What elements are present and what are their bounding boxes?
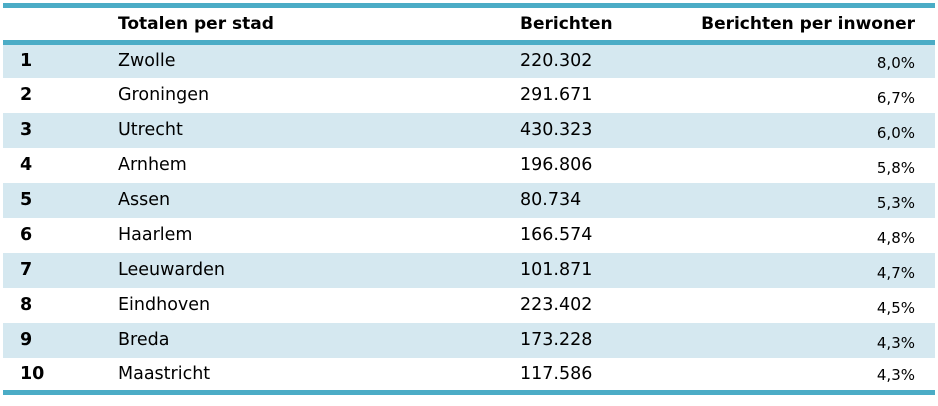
- table-row: 6 Haarlem 166.574 4,8%: [3, 218, 935, 253]
- per-inhabitant-cell: 6,7%: [876, 88, 915, 107]
- per-inhabitant-cell: 4,3%: [876, 366, 915, 384]
- per-inhabitant-cell: 5,8%: [876, 158, 915, 177]
- per-inhabitant-cell: 4,5%: [876, 298, 915, 317]
- table-row: 9 Breda 173.228 4,3%: [3, 322, 935, 358]
- table-row: 2 Groningen 291.671 6,7%: [3, 78, 935, 113]
- rank-cell: 7: [20, 260, 33, 280]
- per-inhabitant-cell: 5,3%: [876, 193, 915, 212]
- city-cell: Groningen: [118, 85, 210, 105]
- header-rank: [3, 6, 101, 43]
- city-cell: Utrecht: [118, 120, 183, 140]
- table-row: 5 Assen 80.734 5,3%: [3, 182, 935, 218]
- per-inhabitant-cell: 4,7%: [876, 263, 915, 282]
- rank-cell: 3: [20, 120, 33, 140]
- city-cell: Zwolle: [118, 51, 176, 72]
- rank-cell: 10: [20, 363, 45, 384]
- city-cell: Eindhoven: [118, 295, 211, 315]
- table-row: 3 Utrecht 430.323 6,0%: [3, 112, 935, 148]
- city-cell: Breda: [118, 330, 170, 350]
- per-inhabitant-cell: 4,3%: [876, 333, 915, 352]
- rank-cell: 8: [20, 295, 33, 315]
- messages-cell: 291.671: [520, 85, 593, 105]
- city-cell: Haarlem: [118, 225, 193, 245]
- per-inhabitant-cell: 8,0%: [876, 53, 915, 72]
- per-inhabitant-cell: 4,8%: [876, 228, 915, 247]
- rank-cell: 6: [20, 225, 33, 245]
- city-cell: Leeuwarden: [118, 260, 225, 280]
- header-row: Totalen per stad Berichten Berichten per…: [3, 5, 935, 43]
- messages-cell: 173.228: [520, 330, 593, 350]
- rank-cell: 9: [20, 330, 33, 350]
- table-row: 10 Maastricht 117.586 4,3%: [3, 358, 935, 393]
- table-row: 4 Arnhem 196.806 5,8%: [3, 148, 935, 183]
- header-city: Totalen per stad: [118, 14, 274, 34]
- rank-cell: 1: [20, 51, 33, 72]
- city-cell: Assen: [118, 190, 171, 210]
- rank-cell: 5: [20, 190, 33, 210]
- messages-cell: 223.402: [520, 295, 593, 315]
- table-row: 7 Leeuwarden 101.871 4,7%: [3, 252, 935, 288]
- city-totals-table: Totalen per stad Berichten Berichten per…: [3, 3, 935, 395]
- messages-cell: 430.323: [520, 120, 593, 140]
- per-inhabitant-cell: 6,0%: [876, 123, 915, 142]
- table-header: Totalen per stad Berichten Berichten per…: [3, 5, 935, 43]
- rank-cell: 2: [20, 85, 33, 105]
- messages-cell: 80.734: [520, 190, 582, 210]
- messages-cell: 196.806: [520, 155, 593, 175]
- messages-cell: 166.574: [520, 225, 593, 245]
- messages-cell: 117.586: [520, 363, 593, 384]
- table-row: 8 Eindhoven 223.402 4,5%: [3, 288, 935, 323]
- header-messages: Berichten: [520, 14, 613, 34]
- table-row: 1 Zwolle 220.302 8,0%: [3, 42, 935, 78]
- table-body: 1 Zwolle 220.302 8,0% 2 Groningen 291.67…: [3, 42, 935, 393]
- messages-cell: 101.871: [520, 260, 593, 280]
- city-cell: Maastricht: [118, 363, 211, 384]
- messages-cell: 220.302: [520, 51, 593, 72]
- rank-cell: 4: [20, 155, 33, 175]
- header-per-inhabitant: Berichten per inwoner: [701, 14, 915, 34]
- city-cell: Arnhem: [118, 155, 187, 175]
